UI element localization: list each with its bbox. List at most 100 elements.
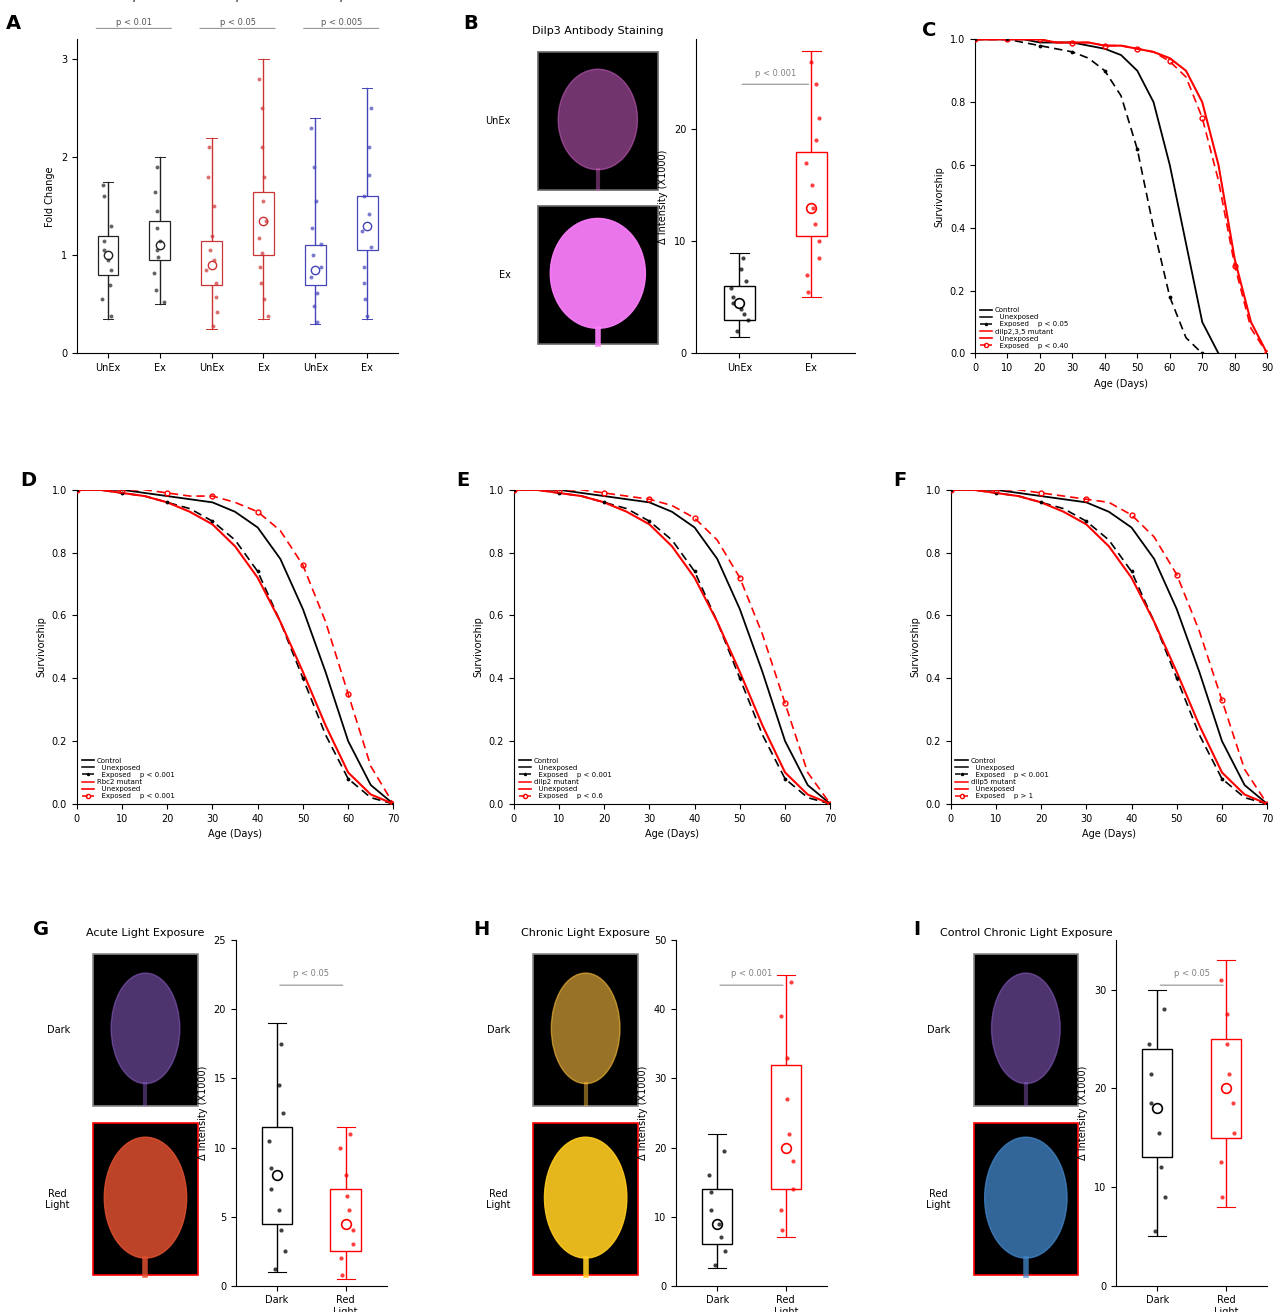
- Point: [342, 1220, 362, 1241]
- Point: [303, 245, 324, 266]
- Point: [805, 73, 826, 94]
- Text: p < 0.001: p < 0.001: [731, 970, 772, 979]
- Text: A: A: [6, 14, 22, 33]
- Point: [1155, 1186, 1175, 1207]
- Point: [777, 1047, 797, 1068]
- Point: [306, 190, 326, 211]
- Title: Dilp3 Antibody Staining: Dilp3 Antibody Staining: [532, 26, 663, 35]
- Point: [250, 257, 270, 278]
- Point: [206, 286, 227, 307]
- Point: [1211, 970, 1231, 991]
- Point: [337, 1165, 357, 1186]
- Point: [801, 51, 822, 72]
- Point: [147, 240, 168, 261]
- Ellipse shape: [111, 974, 179, 1084]
- FancyBboxPatch shape: [538, 206, 658, 344]
- Text: Red
Light: Red Light: [485, 1189, 511, 1210]
- FancyBboxPatch shape: [201, 240, 221, 285]
- Point: [206, 302, 227, 323]
- Point: [252, 97, 273, 118]
- Text: H: H: [474, 920, 489, 938]
- Y-axis label: Fold Change: Fold Change: [45, 167, 55, 227]
- Point: [721, 278, 741, 299]
- Point: [251, 273, 271, 294]
- Text: Red
Light: Red Light: [925, 1189, 950, 1210]
- Point: [731, 298, 751, 319]
- Point: [797, 281, 818, 302]
- Text: Dark: Dark: [927, 1025, 950, 1035]
- FancyBboxPatch shape: [723, 286, 755, 320]
- Point: [101, 215, 122, 236]
- Point: [252, 190, 273, 211]
- Point: [270, 1034, 291, 1055]
- Point: [307, 282, 328, 303]
- Point: [311, 257, 332, 278]
- X-axis label: Age (Days): Age (Days): [645, 829, 699, 840]
- Point: [737, 310, 758, 331]
- Point: [303, 297, 324, 318]
- Point: [736, 270, 756, 291]
- Text: Ex: Ex: [499, 270, 511, 279]
- Point: [700, 1199, 721, 1220]
- Point: [252, 243, 273, 264]
- Point: [709, 1214, 730, 1235]
- Point: [361, 97, 381, 118]
- Point: [352, 220, 372, 241]
- Point: [202, 315, 223, 336]
- Ellipse shape: [992, 974, 1060, 1084]
- Ellipse shape: [552, 974, 620, 1084]
- Point: [253, 167, 274, 188]
- Point: [355, 289, 375, 310]
- FancyBboxPatch shape: [305, 245, 325, 285]
- Y-axis label: Δ Intensity (X1000): Δ Intensity (X1000): [658, 150, 668, 244]
- Ellipse shape: [104, 1138, 187, 1258]
- Point: [771, 1199, 791, 1220]
- Point: [311, 234, 332, 255]
- Point: [92, 289, 113, 310]
- Point: [332, 1265, 352, 1286]
- Legend: Control,   Unexposed,   Exposed    p < 0.001, dilp2 mutant,   Unexposed,   Expos: Control, Unexposed, Exposed p < 0.001, d…: [517, 757, 613, 800]
- Point: [772, 1220, 792, 1241]
- Point: [355, 186, 375, 207]
- Ellipse shape: [984, 1138, 1068, 1258]
- FancyBboxPatch shape: [534, 1123, 637, 1275]
- FancyBboxPatch shape: [253, 192, 274, 256]
- Point: [1151, 1157, 1171, 1178]
- Point: [97, 249, 118, 270]
- Point: [146, 156, 166, 177]
- Point: [339, 1199, 360, 1220]
- Y-axis label: Survivorship: Survivorship: [36, 617, 46, 677]
- Text: Dark: Dark: [46, 1025, 70, 1035]
- Point: [273, 1102, 293, 1123]
- Point: [723, 293, 744, 314]
- Point: [92, 174, 113, 195]
- Text: p < 0.01: p < 0.01: [115, 18, 152, 26]
- Point: [197, 167, 218, 188]
- Point: [358, 203, 379, 224]
- Y-axis label: Δ Intensity (X1000): Δ Intensity (X1000): [198, 1065, 207, 1160]
- Point: [150, 230, 170, 251]
- Point: [1149, 1122, 1170, 1143]
- Point: [806, 130, 827, 151]
- Text: dilp5: dilp5: [328, 0, 355, 1]
- Point: [699, 1165, 719, 1186]
- Text: p < 0.001: p < 0.001: [755, 70, 796, 77]
- FancyBboxPatch shape: [150, 220, 170, 260]
- Point: [100, 274, 120, 295]
- Point: [1224, 1122, 1244, 1143]
- Point: [337, 1186, 357, 1207]
- Point: [1212, 1186, 1233, 1207]
- Ellipse shape: [558, 70, 637, 169]
- Point: [340, 1123, 361, 1144]
- Point: [1216, 1004, 1236, 1025]
- Text: I: I: [913, 920, 920, 938]
- Point: [147, 218, 168, 239]
- Point: [93, 230, 114, 251]
- Point: [301, 266, 321, 287]
- Point: [733, 303, 754, 324]
- Text: p < 0.05: p < 0.05: [220, 18, 256, 26]
- Point: [796, 265, 817, 286]
- Point: [355, 257, 375, 278]
- Text: D: D: [19, 471, 36, 489]
- Point: [809, 108, 829, 129]
